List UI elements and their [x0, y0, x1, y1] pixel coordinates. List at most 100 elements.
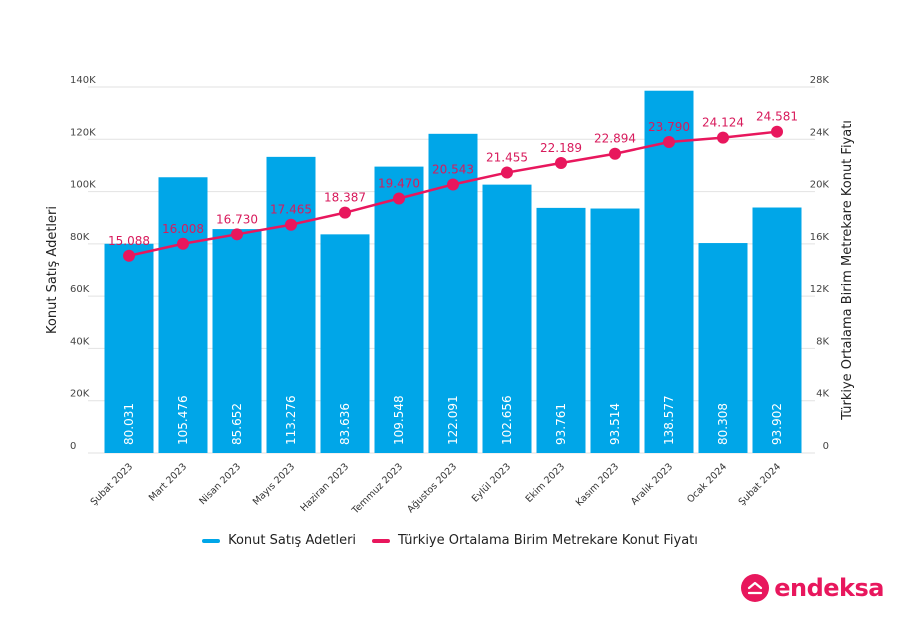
- y-tick-label: 100K: [70, 180, 96, 191]
- x-tick-label: Nisan 2023: [197, 461, 243, 507]
- y-tick-label: 40K: [70, 336, 90, 347]
- y2-tick-label: 20K: [810, 180, 830, 191]
- bar: [320, 234, 370, 453]
- line-value-label: 19.470: [378, 176, 420, 190]
- y-tick-label: 60K: [70, 284, 90, 295]
- bar: [644, 90, 694, 454]
- line-point: [123, 249, 135, 262]
- bar-value-label: 122.091: [446, 395, 460, 445]
- bar-value-label: 105.476: [176, 395, 190, 445]
- x-tick-label: Ekim 2023: [524, 461, 568, 505]
- line-point: [609, 147, 621, 160]
- line-value-label: 15.088: [108, 234, 150, 248]
- x-tick-label: Mart 2023: [147, 461, 189, 503]
- y-tick-label: 80K: [70, 232, 90, 243]
- y-tick-label: 20K: [70, 389, 90, 400]
- line-labels: 15.088 16.008 16.730 17.465 18.387 19.470 20.5…: [108, 110, 798, 248]
- left-axis-title: Konut Satış Adetleri: [45, 206, 60, 334]
- x-tick-label: Kasım 2023: [574, 461, 621, 508]
- x-tick-label: Şubat 2023: [89, 461, 136, 508]
- y2-tick-label: 8K: [816, 336, 829, 347]
- bar: [536, 207, 586, 453]
- bar-value-label: 113.276: [284, 395, 298, 445]
- right-axis-title: Türkiye Ortalama Birim Metrekare Konut F…: [840, 120, 855, 421]
- line-value-label: 21.455: [486, 151, 528, 165]
- line-value-label: 22.189: [540, 141, 582, 155]
- line-value-label: 20.543: [432, 162, 474, 176]
- bar-value-label: 138.577: [662, 395, 676, 445]
- legend-label: Türkiye Ortalama Birim Metrekare Konut F…: [398, 533, 698, 548]
- bar-value-label: 85.652: [230, 403, 244, 445]
- x-tick-label: Ağustos 2023: [405, 461, 459, 515]
- line-value-label: 16.730: [216, 212, 258, 226]
- bar-labels: 80.031 105.476 85.652 113.276 83.636 109.548 1…: [122, 395, 784, 445]
- line-value-label: 17.465: [270, 203, 312, 217]
- line-value-label: 24.581: [756, 110, 798, 124]
- x-tick-label: Haziran 2023: [298, 461, 351, 514]
- y-tick-label: 120K: [70, 127, 96, 138]
- y-tick-label: 140K: [70, 75, 96, 86]
- x-tick-label: Ocak 2024: [685, 461, 729, 505]
- line-point: [717, 131, 729, 144]
- bar-value-label: 93.514: [608, 403, 622, 445]
- bar: [752, 207, 802, 453]
- legend: Konut Satış Adetleri Türkiye Ortalama Bi…: [0, 533, 900, 548]
- line-point: [555, 156, 567, 169]
- line-point: [339, 206, 351, 219]
- bar-value-label: 83.636: [338, 403, 352, 445]
- y2-tick-label: 4K: [816, 389, 829, 400]
- y2-tick-label: 28K: [810, 75, 830, 86]
- x-tick-label: Aralık 2023: [629, 461, 675, 507]
- legend-item-sales[interactable]: Konut Satış Adetleri: [202, 533, 356, 548]
- line-point: [663, 136, 675, 149]
- bar: [482, 184, 532, 454]
- line-point: [177, 237, 189, 250]
- line-point: [501, 166, 513, 179]
- line-value-label: 18.387: [324, 191, 366, 205]
- line-value-label: 16.008: [162, 222, 204, 236]
- bar-value-label: 102.656: [500, 395, 514, 445]
- line-point: [231, 228, 243, 241]
- line-point: [771, 125, 783, 138]
- bar: [104, 243, 154, 453]
- bar: [374, 166, 424, 453]
- line-value-label: 24.124: [702, 116, 744, 130]
- y-tick-label: 0: [70, 441, 76, 452]
- line-point: [285, 218, 297, 231]
- x-axis-labels: Şubat 2023 Mart 2023 Nisan 2023 Mayıs 2023 H…: [89, 461, 784, 517]
- bar-value-label: 109.548: [392, 395, 406, 445]
- bar: [212, 229, 262, 453]
- x-tick-label: Temmuz 2023: [349, 461, 405, 517]
- legend-label: Konut Satış Adetleri: [228, 533, 357, 548]
- legend-swatch-line: [372, 538, 391, 543]
- brand-logo: endeksa: [741, 574, 884, 602]
- bar-value-label: 80.308: [716, 403, 730, 445]
- x-tick-label: Eylül 2023: [470, 461, 513, 504]
- right-axis-ticks: 0 4K 8K 12K 16K 20K 24K 28K: [810, 75, 830, 452]
- left-axis-ticks: 0 20K 40K 60K 80K 100K 120K 140K: [70, 75, 96, 452]
- bar-value-label: 80.031: [122, 403, 136, 445]
- y2-tick-label: 16K: [810, 232, 830, 243]
- x-tick-label: Mayıs 2023: [251, 461, 297, 507]
- x-tick-label: Şubat 2024: [737, 461, 784, 508]
- house-icon: [741, 574, 770, 602]
- y2-tick-label: 12K: [810, 284, 830, 295]
- bar: [698, 243, 748, 453]
- y2-tick-label: 24K: [810, 127, 830, 138]
- line-series: [123, 125, 783, 262]
- brand-name: endeksa: [774, 574, 884, 602]
- legend-swatch-bar: [202, 538, 221, 543]
- bar-value-label: 93.761: [554, 403, 568, 445]
- legend-item-price[interactable]: Türkiye Ortalama Birim Metrekare Konut F…: [372, 533, 698, 548]
- line-value-label: 22.894: [594, 132, 636, 146]
- bar: [158, 177, 208, 453]
- bar-value-label: 93.902: [770, 403, 784, 445]
- line-point: [447, 178, 459, 191]
- bar: [590, 208, 640, 453]
- line-point: [393, 192, 405, 205]
- bar-series: [104, 90, 802, 454]
- bar: [266, 156, 316, 453]
- y2-tick-label: 0: [823, 441, 829, 452]
- line-value-label: 23.790: [648, 120, 690, 134]
